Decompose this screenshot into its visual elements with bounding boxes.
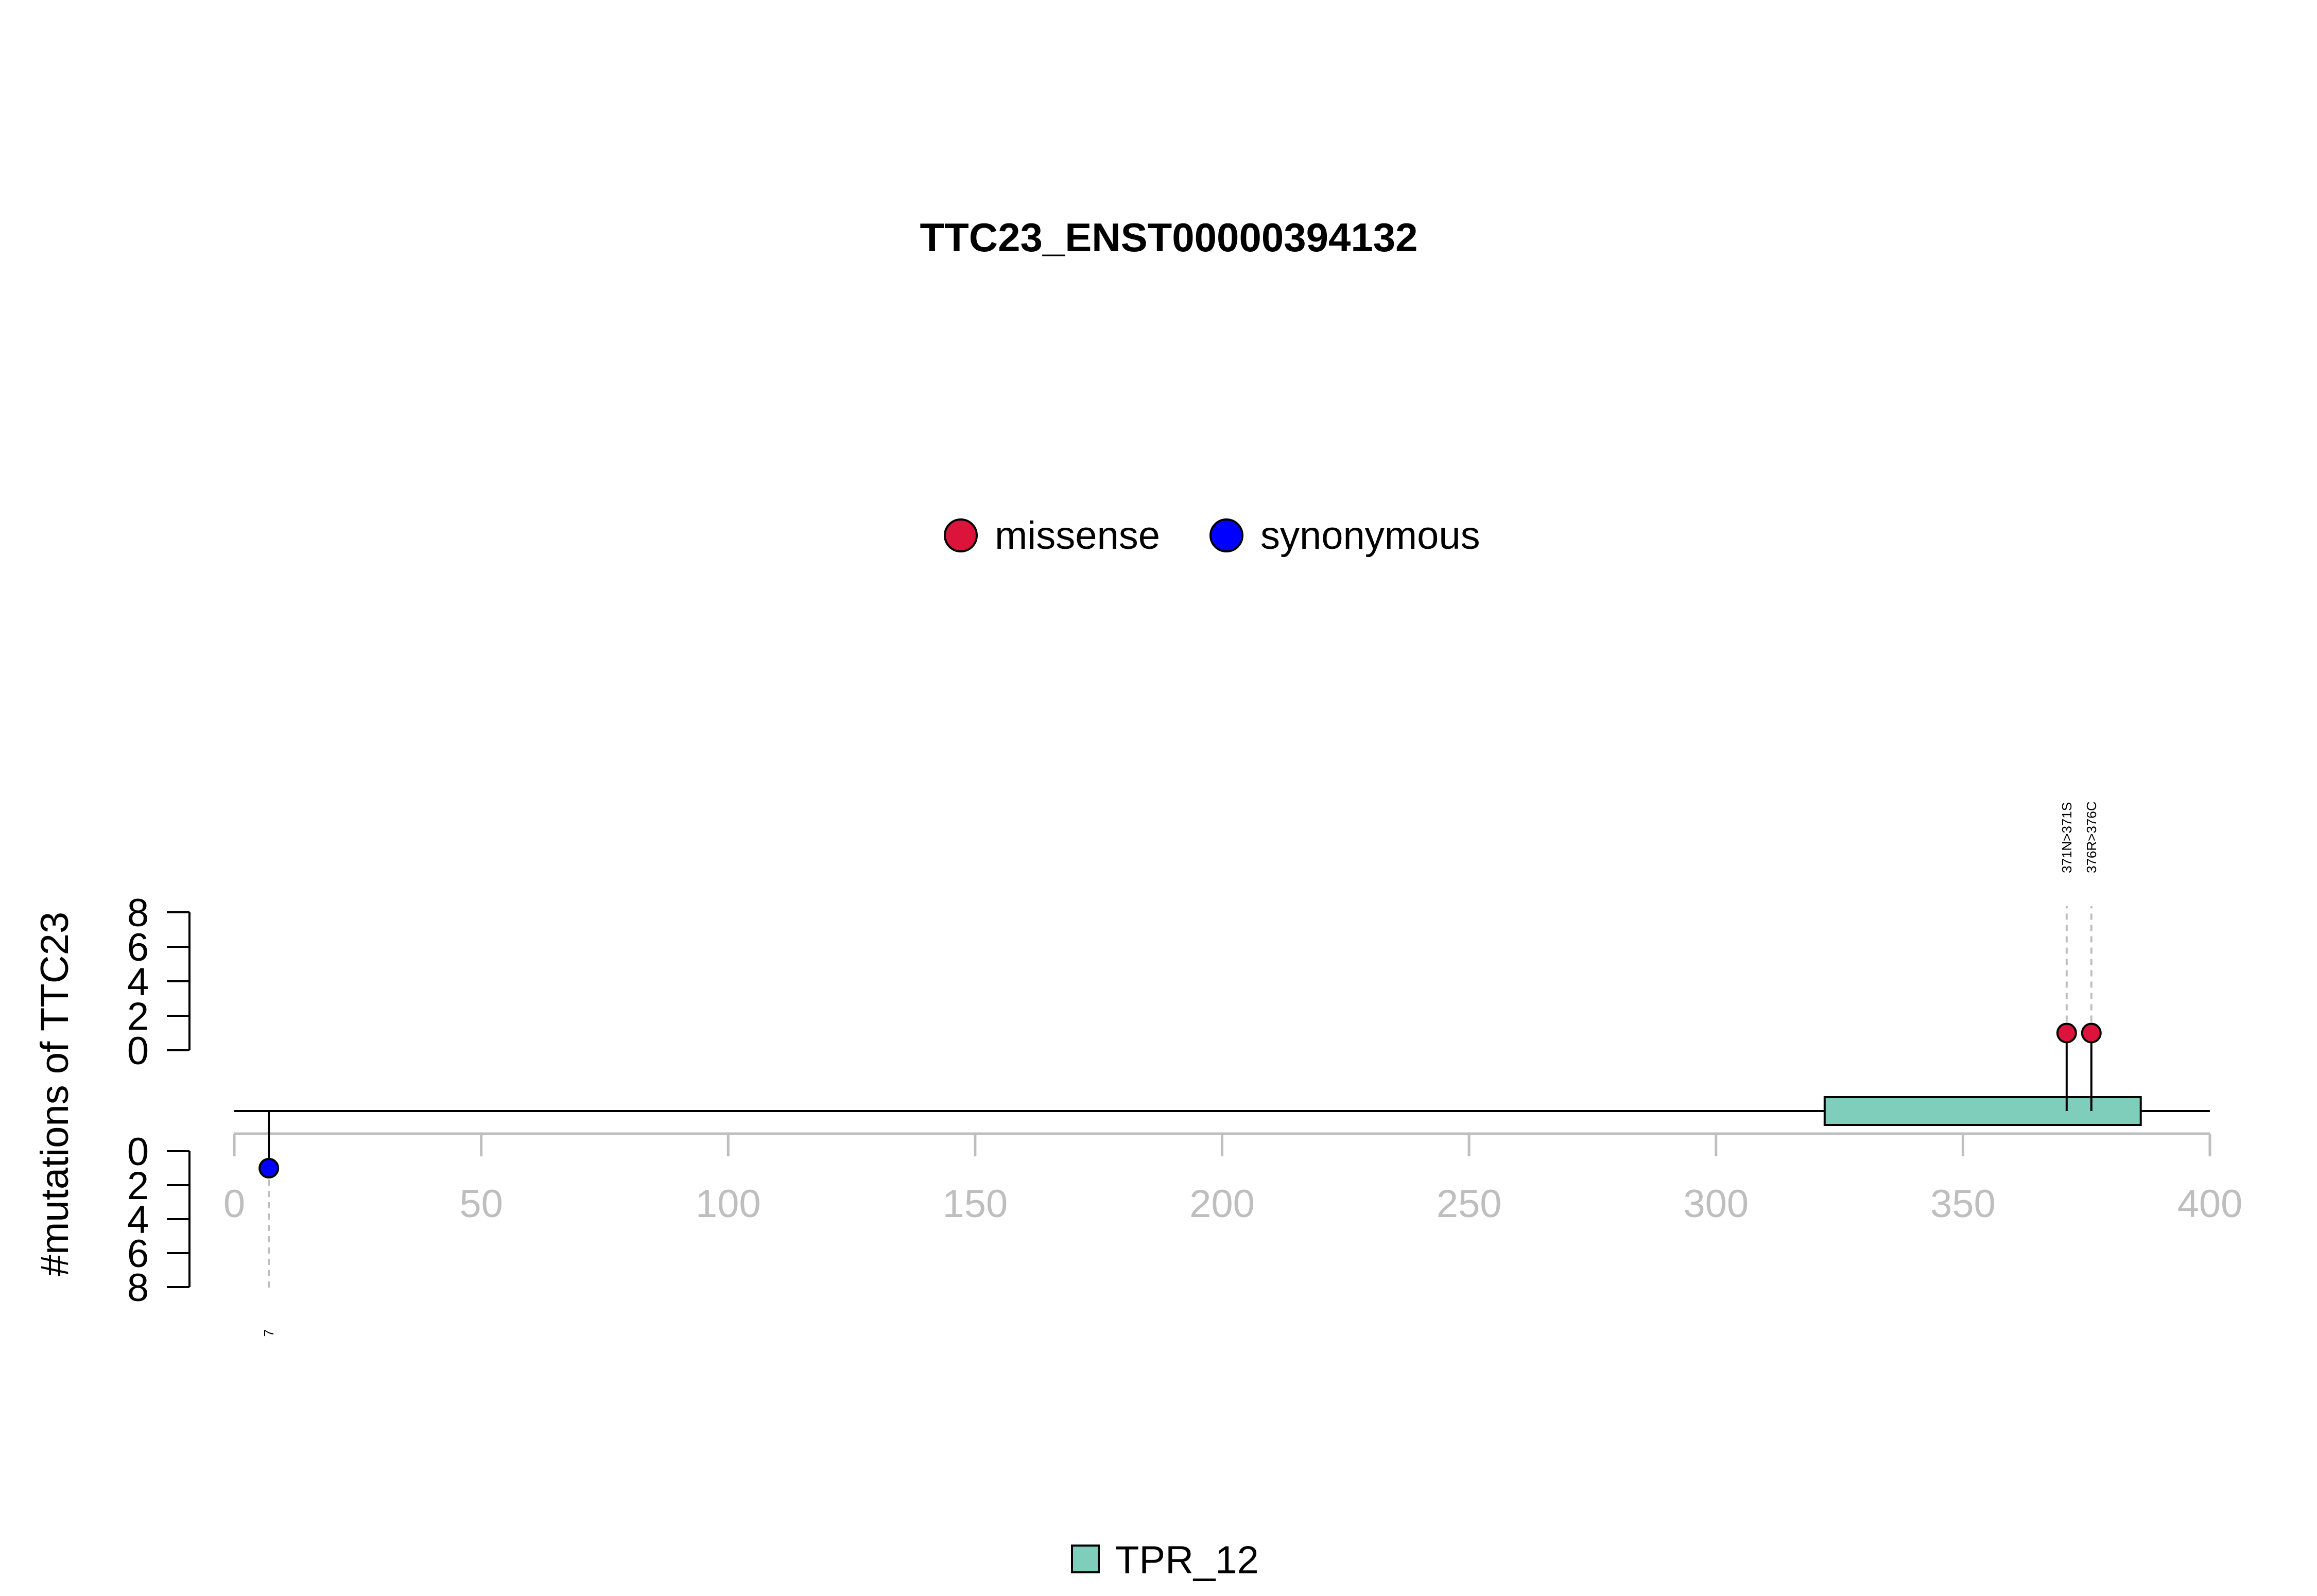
x-tick-label: 50	[459, 1182, 503, 1226]
x-tick-label: 0	[223, 1182, 245, 1226]
x-tick-label: 400	[2177, 1182, 2243, 1226]
legend-label-synonymous: synonymous	[1260, 514, 1480, 558]
x-tick-label: 150	[942, 1182, 1008, 1226]
y-tick-label-bottom: 2	[127, 1164, 149, 1208]
domain-legend: TPR_12	[1071, 1538, 1259, 1582]
mutation-label: 376R>376C	[2084, 802, 2099, 874]
y-tick-label-top: 6	[127, 926, 149, 969]
legend-marker-synonymous	[1209, 518, 1243, 552]
domain-legend-swatch-TPR_12	[1071, 1545, 1100, 1573]
y-tick-label-top: 2	[127, 995, 149, 1038]
y-tick-label-top: 4	[127, 960, 149, 1004]
x-tick-label: 250	[1437, 1182, 1502, 1226]
mutation-point-missense	[2081, 1022, 2102, 1044]
legend-label-missense: missense	[995, 514, 1160, 558]
mutation-legend: missense synonymous	[944, 514, 1480, 558]
y-tick-label-bottom: 0	[127, 1130, 149, 1174]
y-tick-label-bottom: 4	[127, 1198, 149, 1242]
domain-legend-label: TPR_12	[1115, 1538, 1259, 1582]
mutation-point-missense	[2056, 1022, 2077, 1044]
domain-box-TPR_12	[1823, 1096, 2142, 1126]
x-tick-label: 100	[696, 1182, 761, 1226]
y-tick-label-top: 8	[127, 891, 149, 935]
legend-marker-missense	[944, 518, 978, 552]
mutations: 7 371N>371S 376R>376C	[258, 802, 2102, 1337]
y-tick-label-bottom: 8	[127, 1266, 149, 1310]
mutation-label: 7	[261, 1329, 276, 1337]
x-tick-label: 300	[1683, 1182, 1749, 1226]
x-tick-label: 350	[1930, 1182, 1996, 1226]
mutation-point-synonymous	[258, 1158, 280, 1178]
y-axis-label: #mutations of TTC23	[33, 912, 77, 1276]
x-tick-label: 200	[1189, 1182, 1255, 1226]
chart-title: TTC23_ENST00000394132	[920, 215, 1418, 260]
x-axis: 0 50 100 150 200 250 300 350 400	[223, 1132, 2243, 1226]
mutation-label: 371N>371S	[2059, 802, 2074, 873]
y-tick-label-bottom: 6	[127, 1232, 149, 1276]
domains	[1823, 1096, 2142, 1126]
y-tick-label-top: 0	[127, 1029, 149, 1073]
